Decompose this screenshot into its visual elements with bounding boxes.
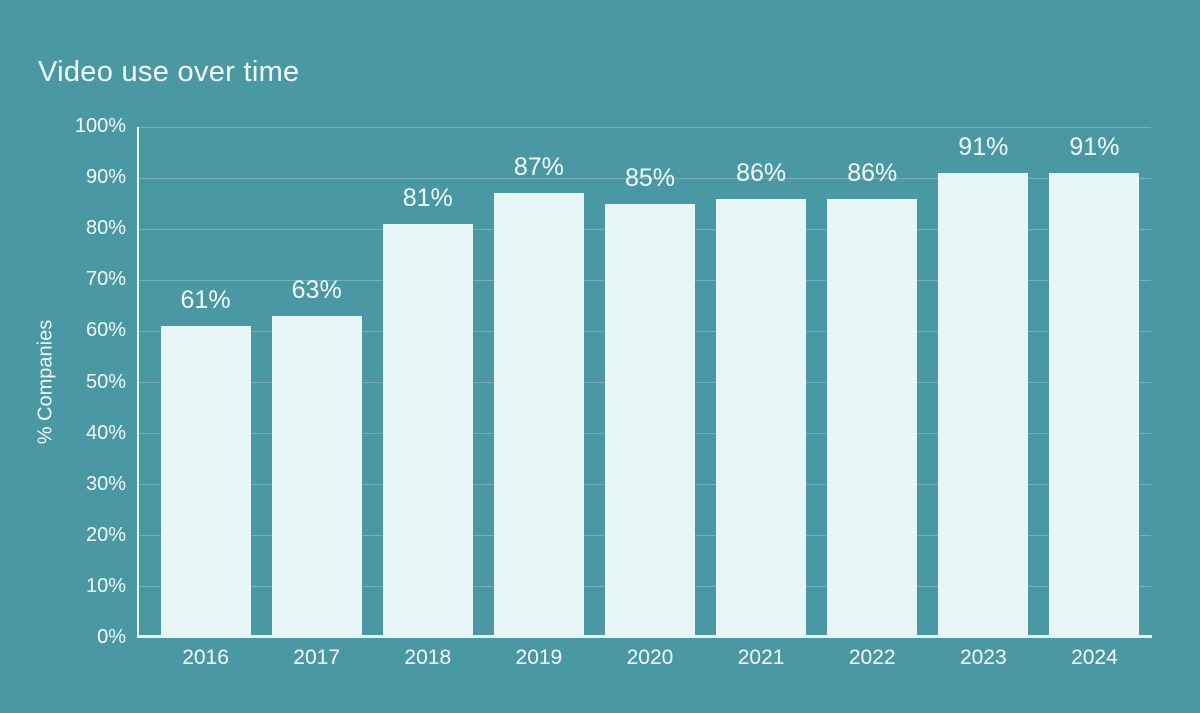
bar-value-label: 81% <box>402 184 453 213</box>
x-tick-label: 2017 <box>293 646 341 669</box>
bar <box>382 224 473 638</box>
y-tick-label: 90% <box>85 166 126 189</box>
bar <box>271 316 362 638</box>
bar-value-label: 87% <box>513 153 564 182</box>
y-tick-label: 30% <box>85 472 126 495</box>
y-tick-label: 80% <box>85 217 126 240</box>
y-tick-label: 100% <box>74 115 126 137</box>
y-axis-line <box>137 127 139 638</box>
gridline <box>138 126 1151 128</box>
bar-value-label: 63% <box>291 276 342 305</box>
bar <box>493 193 584 638</box>
x-tick-label: 2021 <box>737 646 785 669</box>
bar-value-label: 86% <box>736 158 787 187</box>
bar <box>716 198 807 638</box>
x-tick-label: 2018 <box>404 646 452 669</box>
bar <box>605 203 695 638</box>
x-tick-label: 2024 <box>1071 646 1118 669</box>
bar <box>1049 172 1140 638</box>
y-tick-label: 0% <box>97 626 126 648</box>
bar-value-label: 91% <box>958 132 1009 161</box>
bar-value-label: 86% <box>847 158 898 187</box>
bar-value-label: 85% <box>624 163 676 192</box>
x-tick-label: 2020 <box>626 646 674 669</box>
chart-title: Video use over time <box>38 56 300 88</box>
y-tick-label: 40% <box>85 421 126 444</box>
y-tick-label: 50% <box>85 370 126 393</box>
bar <box>160 326 251 638</box>
x-axis-line <box>137 635 1152 638</box>
gridline <box>138 177 1151 179</box>
x-tick-label: 2016 <box>182 646 229 669</box>
y-tick-label: 60% <box>85 319 126 342</box>
x-tick-label: 2023 <box>959 646 1007 669</box>
y-tick-label: 10% <box>85 574 126 597</box>
bar-value-label: 61% <box>180 286 231 315</box>
y-tick-label: 20% <box>85 523 126 546</box>
bar <box>827 198 918 638</box>
y-tick-label: 70% <box>85 268 126 291</box>
x-tick-label: 2019 <box>515 646 563 669</box>
bar-value-label: 91% <box>1069 132 1120 161</box>
x-tick-label: 2022 <box>848 646 896 669</box>
bar <box>938 172 1029 638</box>
